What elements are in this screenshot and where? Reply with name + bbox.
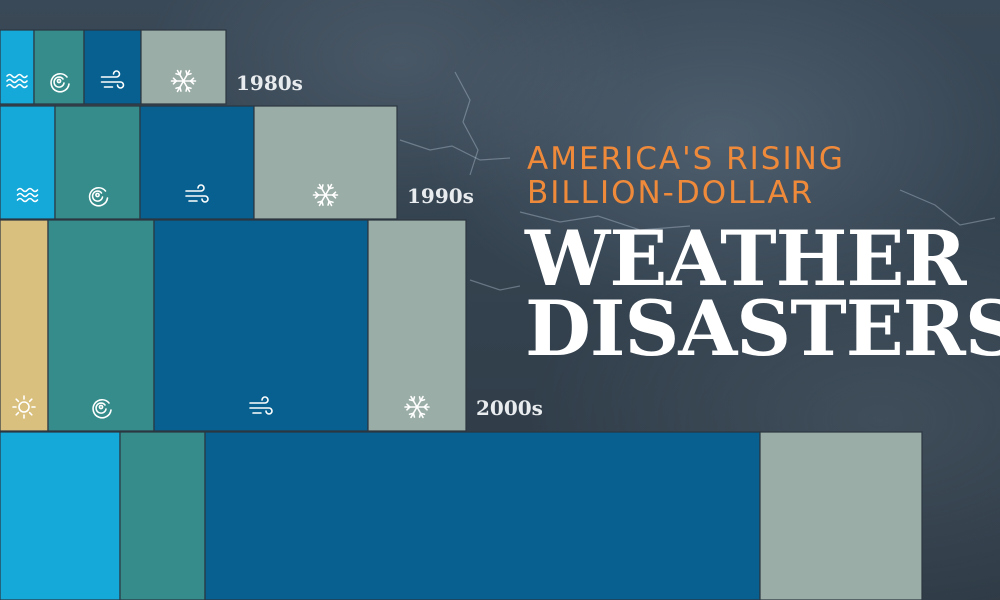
wind-icon bbox=[100, 70, 125, 89]
decade-label-1980s: 1980s bbox=[236, 71, 303, 95]
bar-1980s-cyclone bbox=[33, 29, 85, 105]
bar-1990s-cyclone bbox=[54, 105, 141, 220]
title-line-2: DISASTERS bbox=[525, 284, 1000, 373]
subtitle-line-2: BILLION-DOLLAR bbox=[527, 175, 815, 211]
cyclone-icon bbox=[92, 398, 112, 419]
bar-2000s-wind bbox=[153, 219, 369, 432]
cyclone-icon bbox=[88, 186, 109, 207]
wind-icon bbox=[249, 396, 273, 415]
title-line-1: WEATHER bbox=[525, 214, 967, 303]
decade-label-2000s: 2000s bbox=[476, 396, 543, 420]
snowflake-icon bbox=[312, 183, 339, 207]
bar-2010s-waves bbox=[0, 431, 121, 600]
snowflake-icon bbox=[170, 69, 197, 93]
waves-icon bbox=[16, 187, 39, 203]
bar-1980s-snowflake bbox=[140, 29, 227, 105]
bar-1990s-wind bbox=[139, 105, 255, 220]
snowflake-icon bbox=[404, 395, 430, 419]
bar-1980s-wind bbox=[83, 29, 142, 105]
bar-2010s-cyclone bbox=[119, 431, 206, 600]
subtitle-line-1: AMERICA'S RISING bbox=[527, 141, 845, 177]
bar-2000s-snowflake bbox=[367, 219, 467, 432]
sun-icon bbox=[12, 395, 36, 419]
bar-1990s-waves bbox=[0, 105, 56, 220]
bar-2010s-snowflake bbox=[759, 431, 923, 600]
waves-icon bbox=[6, 73, 28, 89]
bar-2010s-wind bbox=[204, 431, 761, 600]
cyclone-icon bbox=[50, 72, 70, 93]
decade-label-1990s: 1990s bbox=[407, 184, 474, 208]
bar-1980s-waves bbox=[0, 29, 35, 105]
wind-icon bbox=[185, 184, 209, 203]
bar-2000s-cyclone bbox=[47, 219, 155, 432]
title-block: AMERICA'S RISING BILLION-DOLLAR WEATHER … bbox=[525, 141, 1000, 373]
bar-1990s-snowflake bbox=[253, 105, 398, 220]
